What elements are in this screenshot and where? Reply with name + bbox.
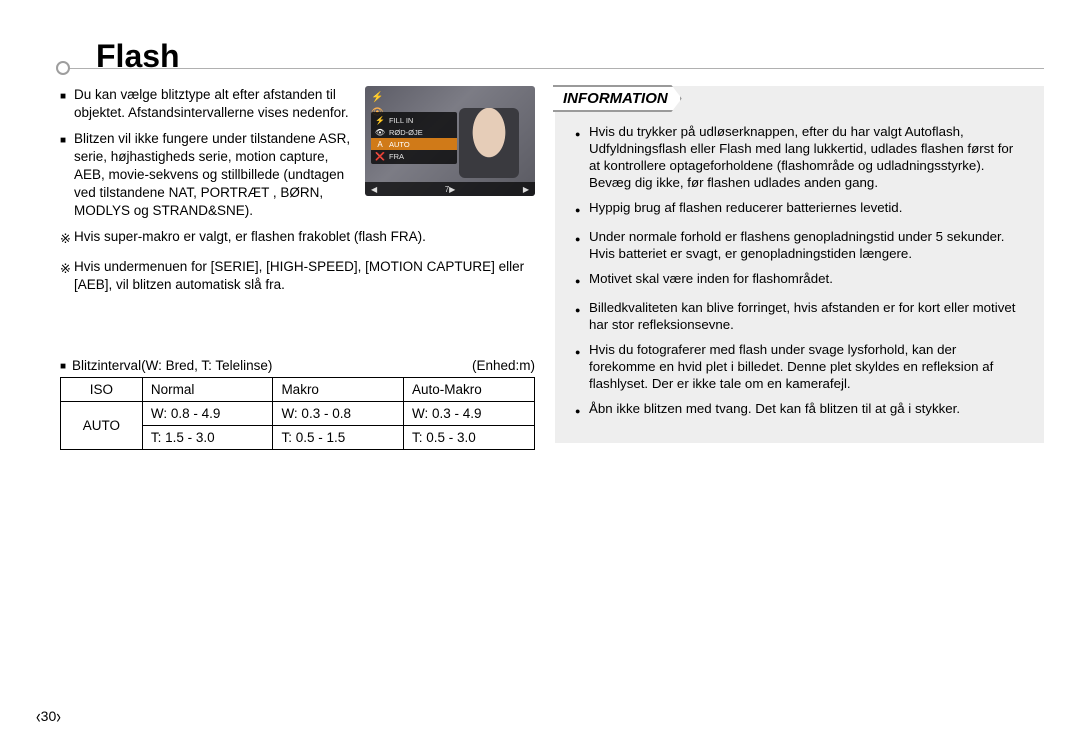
info-text: Åbn ikke blitzen med tvang. Det kan få b… [589, 400, 960, 421]
lcd-nav-right: ▶ [523, 185, 529, 194]
bullet-item: Blitzen vil ikke fungere under tilstande… [60, 130, 355, 220]
dot-bullet-icon [575, 299, 589, 333]
page-header: Flash [0, 0, 1080, 70]
lcd-portrait-placeholder [459, 108, 519, 178]
info-text: Billedkvaliteten kan blive forringet, hv… [589, 299, 1024, 333]
dot-bullet-icon [575, 400, 589, 421]
table-header: Normal [142, 378, 273, 402]
info-item: Under normale forhold er flashens genopl… [575, 228, 1024, 262]
information-box: INFORMATION Hvis du trykker på udløserkn… [555, 86, 1044, 443]
page-number-value: 30 [41, 708, 57, 724]
table-cell: T: 0.5 - 1.5 [273, 426, 404, 450]
info-item: Åbn ikke blitzen med tvang. Det kan få b… [575, 400, 1024, 421]
table-cell: W: 0.3 - 4.9 [404, 402, 535, 426]
bullet-text: Blitzen vil ikke fungere under tilstande… [74, 130, 355, 220]
dot-bullet-icon [575, 341, 589, 392]
note-text: Hvis undermenuen for [SERIE], [HIGH-SPEE… [74, 258, 535, 294]
table-cell-iso: AUTO [61, 402, 143, 450]
lcd-menu-item: RØD-ØJE [389, 128, 423, 137]
lcd-nav-left: ◀ [371, 185, 377, 194]
lcd-flash-menu: ⚡ FILL IN 👁 RØD-ØJE A AUTO ❌ FRA [371, 112, 457, 164]
off-icon: ❌ [375, 151, 385, 161]
table-header: Makro [273, 378, 404, 402]
table-cell: W: 0.8 - 4.9 [142, 402, 273, 426]
flash-icon: ⚡ [371, 92, 384, 103]
flash-icon: ⚡ [375, 115, 385, 125]
left-column: Du kan vælge blitztype alt efter afstand… [60, 86, 535, 450]
table-cell: T: 0.5 - 3.0 [404, 426, 535, 450]
note-text: Hvis super-makro er valgt, er flashen fr… [74, 228, 426, 250]
info-text: Hyppig brug af flashen reducerer batteri… [589, 199, 902, 220]
eye-icon: 👁 [375, 127, 385, 137]
info-item: Hvis du trykker på udløserknappen, efter… [575, 123, 1024, 191]
square-bullet-icon [60, 358, 72, 373]
info-text: Hvis du fotograferer med flash under sva… [589, 341, 1024, 392]
information-heading: INFORMATION [553, 85, 682, 112]
lcd-bottom-bar: ◀ 7▶ ▶ [365, 182, 535, 196]
page-number: ‹30› [36, 708, 61, 724]
lcd-menu-item: FILL IN [389, 116, 413, 125]
reference-mark-icon [60, 258, 74, 294]
note-item: Hvis undermenuen for [SERIE], [HIGH-SPEE… [60, 258, 535, 294]
table-header: Auto-Makro [404, 378, 535, 402]
title-rule [64, 68, 1044, 69]
lcd-menu-item: FRA [389, 152, 404, 161]
info-text: Hvis du trykker på udløserknappen, efter… [589, 123, 1024, 191]
info-text: Motivet skal være inden for flashområdet… [589, 270, 833, 291]
interval-unit: (Enhed:m) [472, 358, 535, 373]
square-bullet-icon [60, 130, 74, 220]
bullet-item: Du kan vælge blitztype alt efter afstand… [60, 86, 355, 122]
interval-header: Blitzinterval(W: Bred, T: Telelinse) (En… [60, 358, 535, 373]
info-text: Under normale forhold er flashens genopl… [589, 228, 1024, 262]
info-item: Hyppig brug af flashen reducerer batteri… [575, 199, 1024, 220]
title-bullet-icon [56, 61, 70, 75]
note-item: Hvis super-makro er valgt, er flashen fr… [60, 228, 535, 250]
bullet-text: Du kan vælge blitztype alt efter afstand… [74, 86, 355, 122]
table-header: ISO [61, 378, 143, 402]
info-item: Motivet skal være inden for flashområdet… [575, 270, 1024, 291]
interval-label: Blitzinterval(W: Bred, T: Telelinse) [72, 358, 272, 373]
dot-bullet-icon [575, 199, 589, 220]
square-bullet-icon [60, 86, 74, 122]
auto-icon: A [375, 139, 385, 149]
flash-range-table: ISO Normal Makro Auto-Makro AUTO W: 0.8 … [60, 377, 535, 450]
lcd-counter: 7▶ [445, 185, 456, 194]
table-cell: W: 0.3 - 0.8 [273, 402, 404, 426]
dot-bullet-icon [575, 123, 589, 191]
lcd-menu-item: AUTO [389, 140, 410, 149]
lcd-preview: ⚡ 👁 ⚡ FILL IN 👁 RØD-ØJE A AUTO ❌ FRA ◀ 7▶ ▶ [365, 86, 535, 228]
info-item: Billedkvaliteten kan blive forringet, hv… [575, 299, 1024, 333]
reference-mark-icon [60, 228, 74, 250]
info-item: Hvis du fotograferer med flash under sva… [575, 341, 1024, 392]
dot-bullet-icon [575, 228, 589, 262]
table-cell: T: 1.5 - 3.0 [142, 426, 273, 450]
right-column: INFORMATION Hvis du trykker på udløserkn… [555, 86, 1044, 450]
dot-bullet-icon [575, 270, 589, 291]
